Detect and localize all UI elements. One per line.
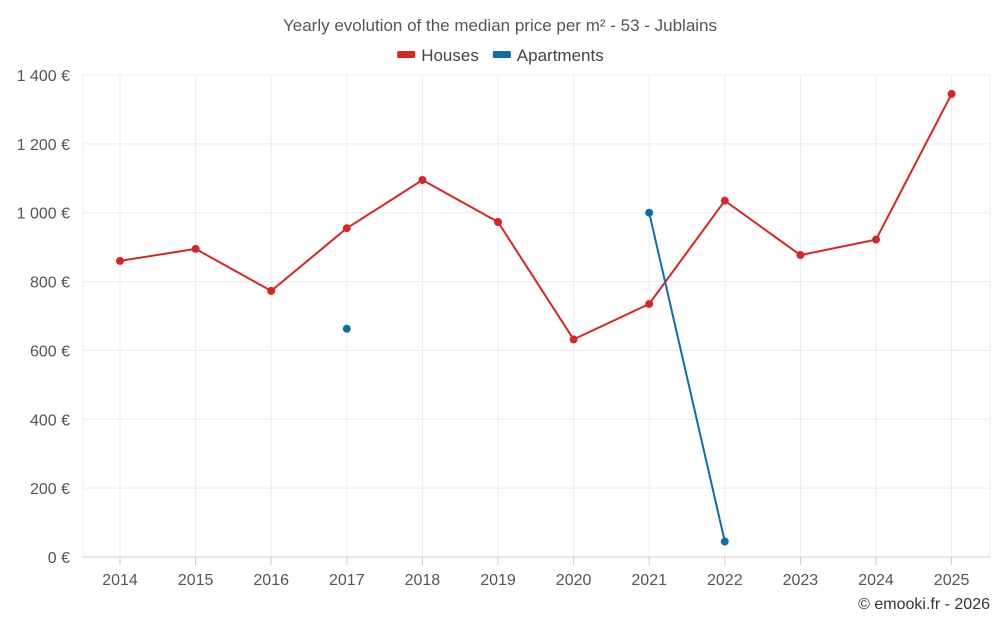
x-tick-label: 2017 (329, 572, 365, 589)
data-point-houses (494, 218, 502, 227)
x-tick-label: 2021 (631, 572, 667, 589)
legend-swatch-apartments (492, 51, 511, 58)
chart-series (116, 89, 956, 546)
data-point-houses (191, 244, 200, 253)
y-axis: 0 € 200 € 400 € 600 € 800 € 1 000 € 1 200 € 1 4… (17, 68, 70, 567)
y-tick-label: 1 000 € (17, 206, 70, 223)
data-point-houses (342, 224, 351, 233)
x-tick-label: 2016 (253, 572, 289, 589)
data-point-houses (872, 235, 880, 244)
chart-legend: Houses Apartments (397, 46, 604, 65)
y-tick-label: 1 200 € (17, 137, 70, 154)
y-tick-label: 200 € (30, 481, 70, 498)
series-line-houses (119, 93, 953, 341)
legend-item-houses: Houses (397, 46, 479, 65)
y-tick-label: 1 400 € (17, 68, 70, 85)
y-tick-label: 600 € (30, 343, 70, 360)
y-tick-label: 400 € (30, 412, 70, 429)
x-tick-label: 2022 (707, 572, 743, 589)
data-point-houses (267, 286, 276, 295)
legend-label-houses: Houses (421, 46, 479, 65)
series-apartments (342, 208, 729, 546)
x-tick-label: 2019 (480, 572, 516, 589)
chart-title: Yearly evolution of the median price per… (283, 16, 717, 35)
data-point-houses (116, 256, 124, 265)
data-point-houses (418, 176, 427, 185)
x-tick-label: 2015 (178, 572, 214, 589)
series-houses (116, 89, 956, 344)
data-point-apartments (720, 537, 729, 546)
legend-swatch-houses (397, 51, 416, 58)
chart-grid (82, 74, 991, 557)
x-axis: 2014 2015 2016 2017 2018 2019 2020 2021 2022 2023… (83, 556, 990, 589)
legend-item-apartments: Apartments (492, 46, 604, 65)
x-tick-label: 2018 (405, 572, 441, 589)
data-point-houses (569, 335, 578, 344)
data-point-houses (947, 89, 956, 98)
data-point-apartments (645, 208, 654, 217)
x-tick-label: 2020 (556, 572, 592, 589)
data-point-houses (796, 251, 805, 260)
data-point-houses (720, 196, 729, 205)
data-point-apartments (342, 324, 351, 333)
x-tick-label: 2024 (858, 572, 894, 589)
x-tick-label: 2014 (102, 572, 138, 589)
y-tick-label: 800 € (30, 275, 70, 292)
data-point-houses (645, 299, 654, 308)
chart-credit: © emooki.fr - 2026 (858, 596, 990, 613)
legend-label-apartments: Apartments (517, 46, 604, 65)
series-line-apartments (648, 212, 726, 542)
x-tick-label: 2025 (934, 572, 970, 589)
x-tick-label: 2023 (783, 572, 819, 589)
y-tick-label: 0 € (48, 550, 70, 567)
